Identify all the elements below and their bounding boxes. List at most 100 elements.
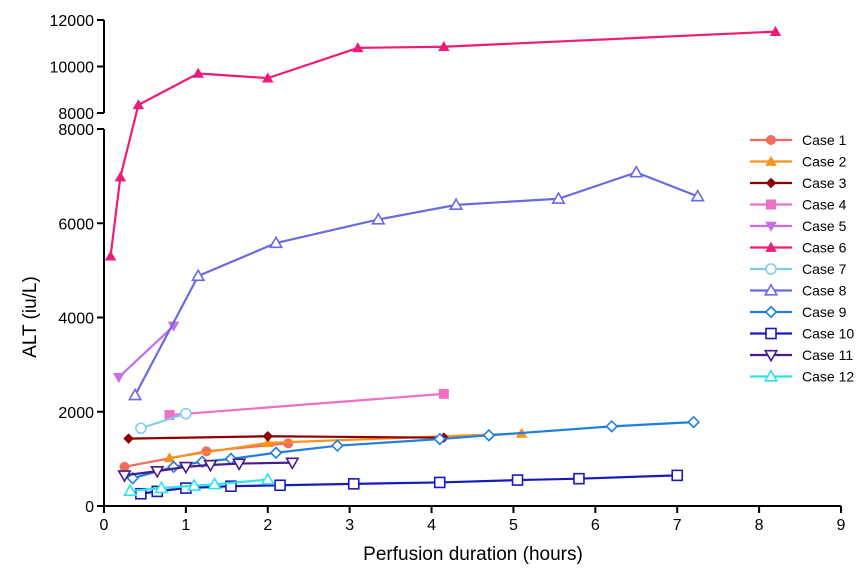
series-line-case-5 <box>117 324 175 379</box>
series-line-case-11 <box>123 461 294 477</box>
data-point-case-1 <box>283 438 294 449</box>
data-point-case-6 <box>192 67 204 78</box>
legend-label: Case 10 <box>802 326 854 342</box>
legend-item-case-12: Case 12 <box>750 369 854 385</box>
data-point-case-11 <box>150 466 165 479</box>
series-layer <box>104 25 782 500</box>
x-tick-label: 1 <box>181 517 190 534</box>
x-tick-label: 2 <box>263 517 272 534</box>
legend-label: Case 8 <box>802 283 847 299</box>
legend-label: Case 9 <box>802 304 847 320</box>
series-case-12 <box>123 472 275 497</box>
legend-marker <box>763 369 779 382</box>
legend-marker <box>763 283 779 296</box>
legend-marker <box>766 135 776 145</box>
y-axis-title: ALT (iu/L) <box>20 276 41 358</box>
data-point-case-12 <box>154 480 169 494</box>
legend-label: Case 4 <box>802 197 847 213</box>
data-point-case-5 <box>167 321 180 332</box>
legend-marker <box>766 199 776 210</box>
legend-label: Case 6 <box>802 240 847 256</box>
data-point-case-10 <box>347 478 360 490</box>
data-point-case-5 <box>112 373 125 384</box>
y-tick-label: 0 <box>85 499 94 516</box>
data-point-case-11 <box>203 459 218 473</box>
legend-item-case-4: Case 4 <box>750 197 847 213</box>
legend-item-case-7: Case 7 <box>750 261 847 277</box>
legend-marker <box>765 241 777 252</box>
x-tick-label: 4 <box>427 517 436 534</box>
data-point-case-4 <box>164 410 175 421</box>
data-point-case-3 <box>262 431 274 442</box>
data-point-case-8 <box>690 189 705 202</box>
series-line-case-8 <box>134 171 699 397</box>
data-point-case-9 <box>269 446 283 460</box>
legend-marker <box>763 349 779 363</box>
data-point-case-7 <box>135 422 147 435</box>
series-line-case-4 <box>168 392 445 417</box>
data-point-case-11 <box>231 458 247 471</box>
data-point-case-11 <box>117 470 132 483</box>
legend-label: Case 5 <box>802 218 847 234</box>
data-point-case-1 <box>119 461 130 472</box>
data-point-case-9 <box>482 428 496 442</box>
legend-label: Case 11 <box>802 347 853 363</box>
data-point-case-11 <box>285 457 300 471</box>
series-case-11 <box>117 457 300 483</box>
legend-item-case-9: Case 9 <box>750 304 847 320</box>
data-point-case-8 <box>629 164 644 178</box>
legend-item-case-10: Case 10 <box>750 326 854 342</box>
data-point-case-6 <box>262 72 274 83</box>
series-case-3 <box>123 431 450 444</box>
legend-label: Case 7 <box>802 261 847 277</box>
legend-item-case-6: Case 6 <box>750 240 847 256</box>
legend-marker <box>765 221 777 232</box>
x-tick-label: 8 <box>755 517 764 534</box>
legend-label: Case 3 <box>802 175 847 191</box>
y-tick-label: 8000 <box>58 106 94 123</box>
legend-marker <box>764 305 778 319</box>
legend-label: Case 2 <box>802 154 847 170</box>
series-line-case-6 <box>109 30 777 258</box>
x-tick-label: 5 <box>509 517 518 534</box>
data-point-case-10 <box>274 479 286 492</box>
data-point-case-12 <box>123 483 138 497</box>
data-point-case-4 <box>438 388 449 399</box>
data-point-case-6 <box>438 40 450 52</box>
data-point-case-11 <box>178 461 194 475</box>
data-point-case-8 <box>127 387 143 401</box>
y-tick-label: 8000 <box>58 122 94 139</box>
legend-item-case-3: Case 3 <box>750 175 847 191</box>
data-point-case-10 <box>225 480 237 493</box>
x-tick-label: 9 <box>837 517 846 534</box>
data-point-case-6 <box>132 99 145 110</box>
legend-marker <box>765 263 777 275</box>
series-case-6 <box>104 25 782 261</box>
series-case-7 <box>135 407 192 435</box>
data-point-case-8 <box>551 191 566 204</box>
data-point-case-8 <box>268 235 284 249</box>
series-case-5 <box>112 321 180 384</box>
y-tick-label: 2000 <box>58 405 94 422</box>
legend-label: Case 12 <box>802 369 854 385</box>
data-point-case-8 <box>448 197 464 210</box>
data-point-case-8 <box>191 268 206 282</box>
data-point-case-10 <box>573 472 585 485</box>
data-point-case-7 <box>180 407 192 420</box>
series-line-case-3 <box>127 435 445 440</box>
x-tick-label: 3 <box>345 517 354 534</box>
legend: Case 1 Case 2 Case 3 Case 4 Case 5 Case 6 Case… <box>750 132 854 385</box>
y-tick-label: 4000 <box>58 311 94 328</box>
data-point-case-6 <box>769 25 782 36</box>
data-point-case-12 <box>207 476 222 490</box>
legend-item-case-1: Case 1 <box>750 132 847 148</box>
data-point-case-9 <box>331 439 344 453</box>
series-case-4 <box>164 388 449 421</box>
data-point-case-12 <box>186 478 202 491</box>
data-point-case-9 <box>605 419 619 433</box>
legend-label: Case 1 <box>802 132 847 148</box>
data-point-case-12 <box>260 472 275 485</box>
data-point-case-10 <box>671 469 684 482</box>
